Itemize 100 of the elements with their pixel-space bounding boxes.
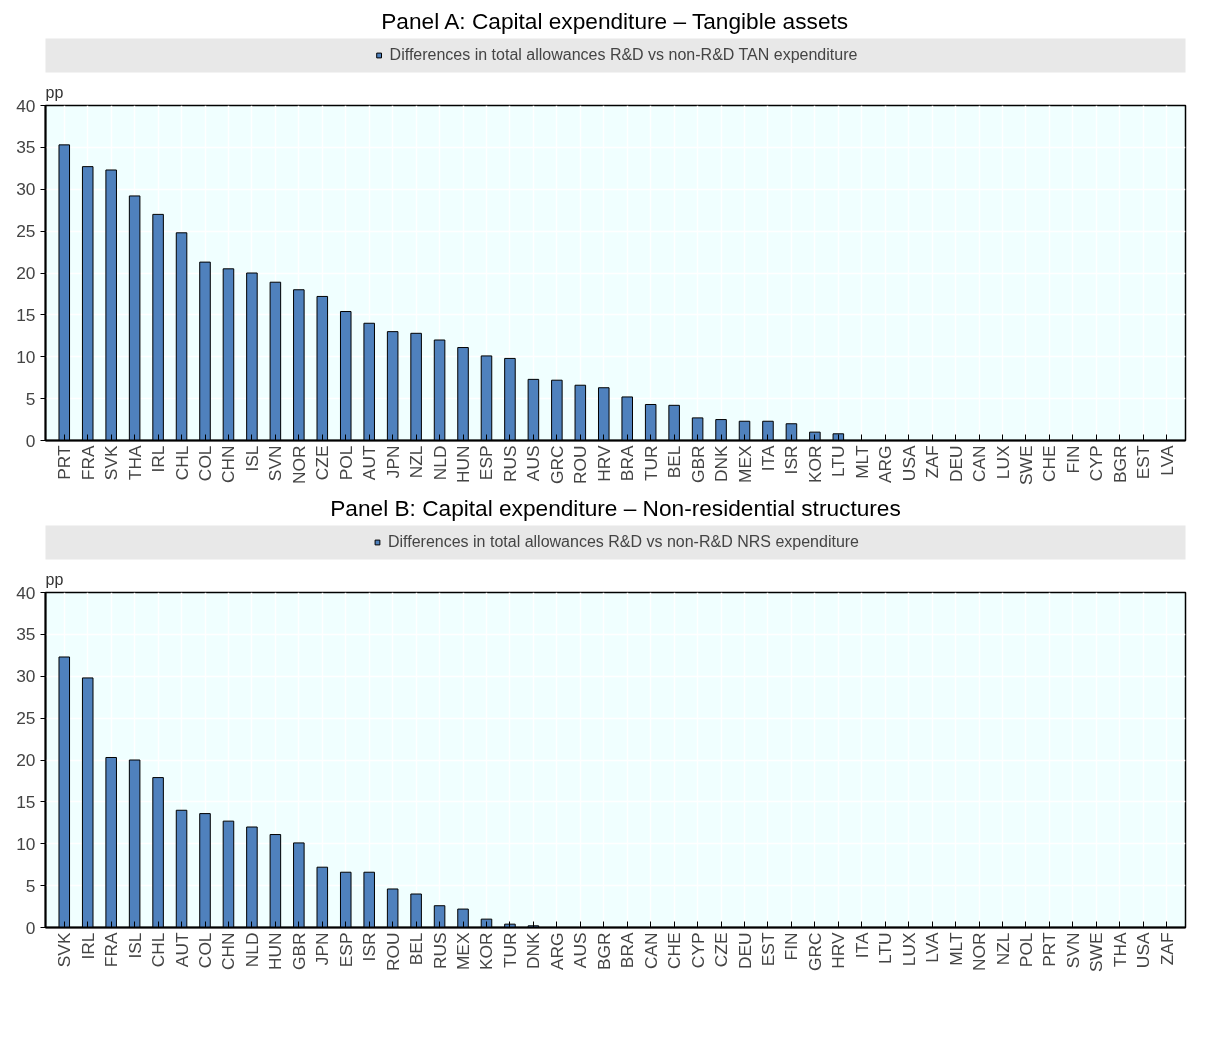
y-tick-label: 30	[16, 179, 36, 200]
x-tick-label: AUS	[523, 445, 544, 482]
y-axis-title: pp	[45, 83, 64, 101]
x-tick-label: RUS	[499, 445, 520, 483]
x-tick-label: ISL	[241, 445, 262, 472]
x-tick-label: FRA	[101, 932, 122, 968]
legend-label: Differences in total allowances R&D vs non-R&D TAN expenditure	[389, 46, 858, 64]
x-tick-label: BRA	[617, 445, 638, 482]
x-tick-label: DNK	[711, 445, 732, 483]
x-tick-label: MEX	[734, 445, 755, 484]
x-tick-label: NOR	[969, 932, 990, 972]
y-axis-title: pp	[45, 570, 64, 588]
x-tick-label: CYP	[1086, 445, 1107, 482]
x-tick-label: KOR	[804, 445, 825, 484]
x-tick-label: SWE	[1086, 932, 1107, 972]
x-tick-label: MEX	[453, 932, 474, 971]
y-tick-label: 35	[16, 137, 36, 158]
x-tick-label: CYP	[687, 932, 708, 969]
chart-title: Panel B: Capital expenditure – Non-residential structures	[330, 494, 901, 521]
x-tick-label: LUX	[992, 445, 1013, 480]
x-tick-label: JPN	[382, 445, 403, 479]
x-tick-label: ARG	[875, 445, 896, 484]
x-tick-label: EST	[1133, 445, 1154, 480]
x-tick-label: IRL	[148, 445, 169, 473]
x-tick-label: SVN	[265, 445, 286, 482]
y-tick-label: 0	[25, 430, 36, 451]
x-tick-label: AUT	[171, 932, 192, 968]
x-tick-label: ISR	[781, 445, 802, 475]
x-tick-label: PRT	[54, 445, 75, 480]
y-tick-label: 15	[16, 791, 36, 812]
x-tick-label: POL	[335, 445, 356, 481]
x-tick-label: ITA	[851, 932, 872, 959]
x-tick-label: DEU	[734, 932, 755, 970]
y-tick-label: 0	[25, 917, 36, 938]
x-tick-label: COL	[195, 445, 216, 482]
x-tick-label: ZAF	[1156, 932, 1177, 966]
x-tick-label: HRV	[593, 445, 614, 482]
x-tick-label: MLT	[851, 445, 872, 479]
x-tick-label: PRT	[1039, 932, 1060, 967]
x-tick-label: NZL	[992, 932, 1013, 966]
x-tick-label: LTU	[875, 932, 896, 964]
y-tick-label: 40	[16, 582, 36, 603]
x-tick-label: USA	[898, 445, 919, 482]
y-tick-label: 20	[16, 263, 36, 283]
x-tick-label: IRL	[77, 932, 98, 960]
x-tick-label: CAN	[969, 445, 990, 483]
x-tick-label: CHN	[218, 932, 239, 971]
x-tick-label: GBR	[288, 932, 309, 971]
y-tick-label: 15	[16, 304, 36, 325]
x-tick-label: CHN	[218, 445, 239, 484]
x-tick-label: NLD	[241, 932, 262, 968]
x-tick-label: LUX	[898, 932, 919, 967]
x-tick-label: DEU	[945, 445, 966, 483]
x-tick-label: ISR	[359, 932, 380, 962]
x-tick-label: LVA	[1156, 445, 1177, 476]
x-tick-label: FRA	[77, 445, 98, 481]
x-tick-label: HRV	[828, 932, 849, 969]
x-tick-label: CZE	[711, 932, 732, 968]
y-tick-label: 10	[16, 833, 36, 854]
x-tick-label: BGR	[593, 932, 614, 971]
x-tick-label: BGR	[1109, 445, 1130, 484]
x-tick-label: CHL	[148, 932, 169, 968]
x-tick-label: ROU	[570, 445, 591, 485]
x-tick-label: LTU	[828, 445, 849, 477]
x-tick-label: SWE	[1015, 445, 1036, 485]
x-tick-label: ESP	[335, 932, 356, 968]
y-tick-label: 25	[16, 708, 36, 729]
x-tick-label: HUN	[453, 445, 474, 484]
x-tick-label: RUS	[429, 932, 450, 970]
y-tick-label: 10	[16, 346, 36, 367]
chart-title: Panel A: Capital expenditure – Tangible assets	[381, 7, 849, 34]
x-tick-label: FIN	[781, 932, 802, 961]
x-tick-label: ARG	[546, 932, 567, 971]
x-tick-label: TUR	[640, 445, 661, 482]
x-tick-label: TUR	[499, 932, 520, 969]
x-tick-label: GBR	[687, 445, 708, 484]
x-tick-label: SVN	[1062, 932, 1083, 969]
y-tick-label: 25	[16, 221, 36, 242]
y-tick-label: 5	[25, 875, 36, 896]
x-tick-label: KOR	[476, 932, 497, 971]
x-tick-label: SVK	[101, 445, 122, 481]
x-tick-label: THA	[1109, 932, 1130, 968]
x-tick-label: CHE	[1039, 445, 1060, 483]
y-tick-label: 5	[25, 388, 36, 409]
x-tick-label: BEL	[664, 445, 685, 479]
x-tick-label: LVA	[922, 932, 943, 963]
x-tick-label: CHL	[171, 445, 192, 481]
x-tick-label: ISL	[124, 932, 145, 959]
x-tick-label: ITA	[757, 445, 778, 472]
x-tick-label: ZAF	[922, 445, 943, 479]
legend-label: Differences in total allowances R&D vs non-R&D NRS expenditure	[387, 533, 860, 551]
x-tick-label: NZL	[406, 445, 427, 479]
x-tick-label: JPN	[312, 932, 333, 966]
x-tick-label: AUS	[570, 932, 591, 969]
x-tick-label: MLT	[945, 932, 966, 966]
x-tick-label: BRA	[617, 932, 638, 969]
x-tick-label: ESP	[476, 445, 497, 481]
y-tick-label: 30	[16, 666, 36, 687]
y-tick-label: 35	[16, 624, 36, 645]
x-tick-label: ROU	[382, 932, 403, 972]
